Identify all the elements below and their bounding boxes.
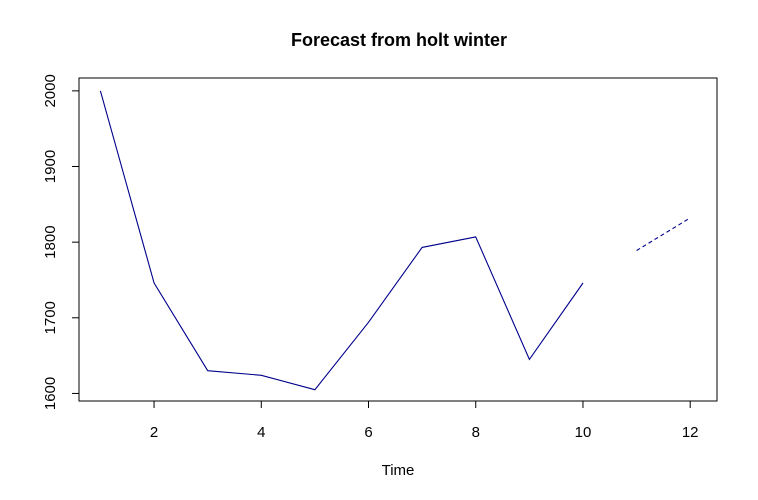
plot-frame	[78, 77, 718, 402]
x-axis: 2 4 6 8 10 12	[150, 400, 699, 441]
x-tick-label: 10	[575, 424, 592, 441]
x-tick-label: 2	[150, 424, 158, 441]
y-tick-label: 1600	[42, 377, 59, 410]
y-tick-label: 1700	[42, 301, 59, 334]
y-axis: 1600 1700 1800 1900 2000	[42, 74, 80, 410]
x-axis-label: Time	[382, 462, 415, 479]
x-tick-label: 6	[364, 424, 372, 441]
y-tick-label: 2000	[42, 74, 59, 107]
observed-series-line	[99, 90, 584, 391]
chart-title: Forecast from holt winter	[291, 30, 507, 50]
x-tick-label: 12	[682, 424, 699, 441]
series-layer	[99, 90, 691, 391]
y-tick-label: 1900	[42, 150, 59, 183]
x-tick-label: 8	[472, 424, 480, 441]
x-tick-label: 4	[257, 424, 265, 441]
y-tick-label: 1800	[42, 225, 59, 258]
forecast-series-line	[636, 217, 691, 251]
